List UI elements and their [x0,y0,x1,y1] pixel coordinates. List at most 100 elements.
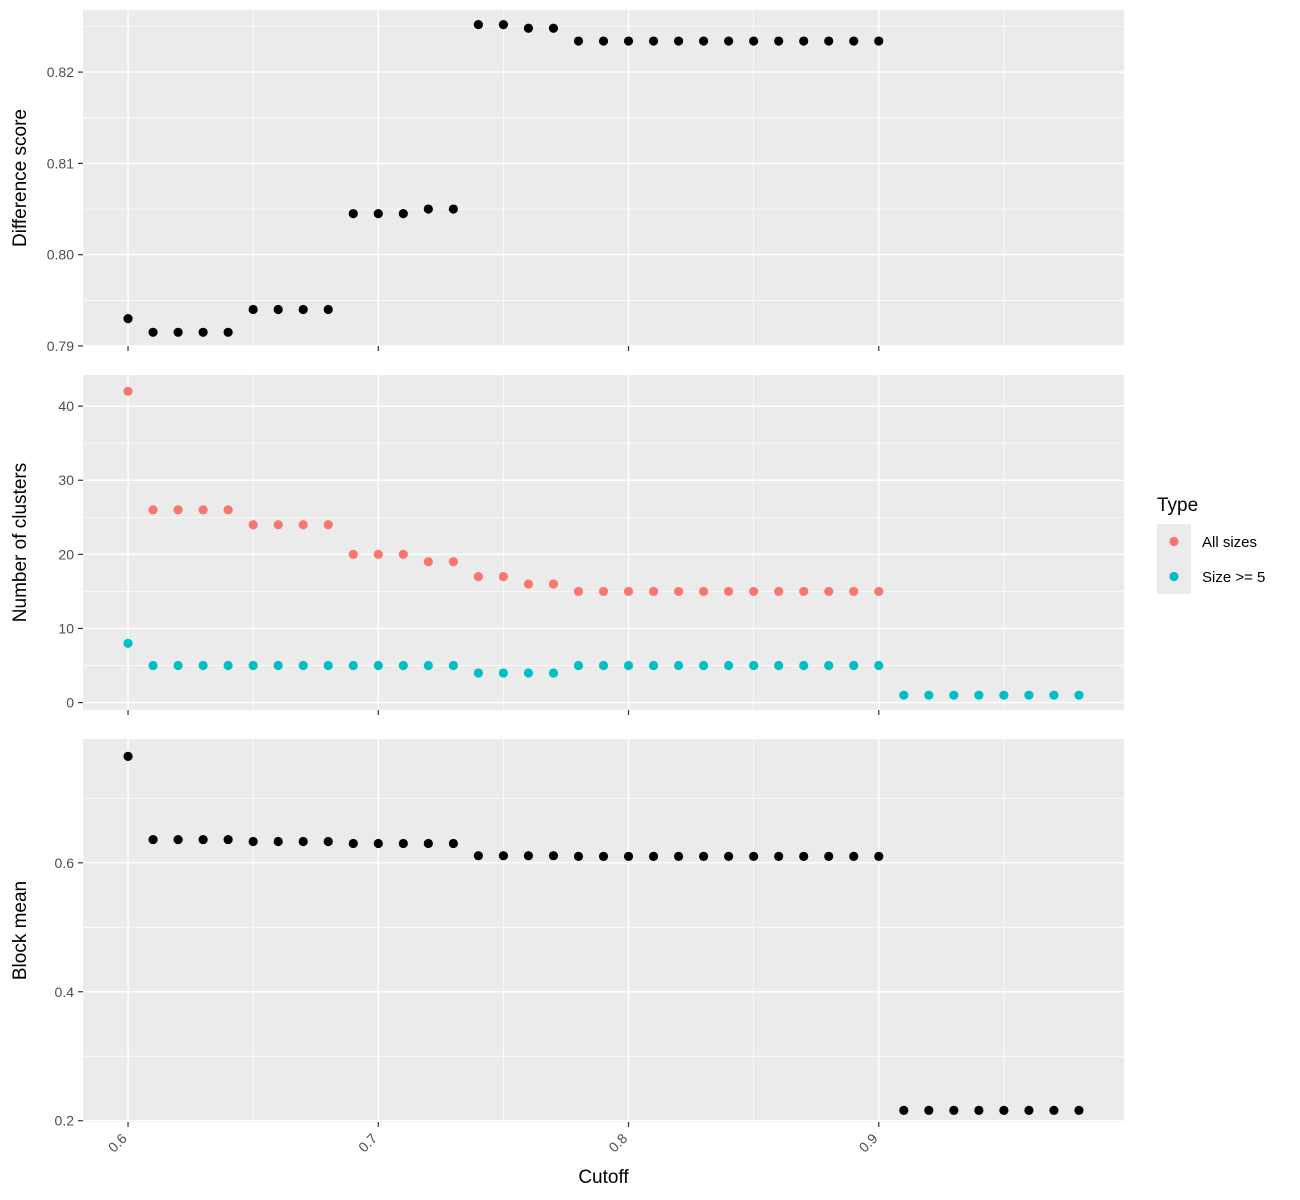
panel-background [83,739,1124,1122]
data-point [749,586,759,597]
data-point [824,851,834,861]
data-point [248,520,258,530]
data-point [999,690,1009,700]
data-point [473,571,483,582]
data-point [548,851,559,861]
x-tick-label: 0.8 [605,1130,630,1155]
data-point [824,586,834,597]
data-point [523,23,534,33]
data-point [298,520,308,530]
data-point [1049,690,1059,700]
data-point [498,20,509,30]
y-tick-label: 0.81 [47,155,74,171]
data-point [548,23,559,33]
legend-swatch [1169,536,1179,547]
series-0 [123,751,1084,1115]
data-point [248,304,258,315]
data-point [623,851,634,861]
data-point [774,36,784,46]
y-axis-title: Difference score [10,109,31,247]
series-0 [123,386,884,597]
series-1 [123,638,1084,700]
data-point [573,36,584,46]
data-point [398,209,408,219]
data-point [598,586,609,597]
y-axis-title: Number of clusters [10,463,31,622]
data-point [198,327,208,337]
data-point [373,660,383,671]
legend-label: All sizes [1202,534,1257,551]
data-point [899,690,909,700]
data-point [1074,690,1084,700]
data-point [724,660,734,671]
data-point [648,586,659,597]
data-point [598,660,609,671]
data-point [724,586,734,597]
y-tick-label: 0.80 [47,247,74,263]
data-point [824,36,834,46]
y-tick-label: 20 [58,546,74,562]
data-point [148,505,158,515]
data-point [273,836,283,847]
y-tick-label: 10 [58,620,74,636]
legend-swatch [1169,571,1179,582]
data-point [123,638,133,648]
data-point [498,851,509,861]
data-point [498,668,509,678]
data-point [673,851,684,861]
data-point [824,660,834,671]
data-point [949,1105,959,1115]
x-tick-label: 0.7 [355,1130,380,1155]
data-point [298,304,308,315]
data-point [874,851,884,861]
data-point [148,660,158,671]
y-tick-label: 0 [66,695,74,711]
difference-score-panel: 0.79 0.80 0.81 0.82 Difference score [10,10,1124,354]
data-point [123,386,133,396]
x-axis-title: Cutoff [578,1167,629,1188]
data-point [874,660,884,671]
data-point [724,36,734,46]
y-tick-label: 0.4 [55,984,75,1000]
data-point [1024,690,1034,700]
data-point [598,851,609,861]
data-point [648,851,659,861]
x-tick-label: 0.9 [856,1130,881,1155]
data-point [949,690,959,700]
data-point [423,557,433,567]
data-point [373,209,383,219]
data-point [123,314,133,324]
data-point [223,505,233,515]
data-point [648,660,659,671]
legend-title: Type [1157,495,1198,516]
data-point [323,660,333,671]
data-point [298,660,308,671]
data-point [849,851,859,861]
data-point [173,327,183,337]
data-point [573,851,584,861]
data-point [173,505,183,515]
data-point [849,660,859,671]
data-point [223,834,233,845]
data-point [273,660,283,671]
data-point [323,520,333,530]
data-point [198,660,208,671]
data-point [1074,1105,1084,1115]
data-point [348,549,358,559]
data-point [548,579,559,589]
y-axis-title: Block mean [10,881,31,980]
data-point [148,834,158,845]
data-point [448,204,458,214]
data-point [323,304,333,315]
data-point [423,660,433,671]
data-point [473,20,483,30]
y-tick-label: 40 [58,398,74,414]
x-tick-label: 0.6 [105,1130,130,1155]
data-point [724,851,734,861]
panel-background [83,10,1124,346]
data-point [774,586,784,597]
legend-label: Size >= 5 [1202,569,1265,586]
panel-background [83,375,1124,710]
data-point [623,660,634,671]
data-point [1024,1105,1034,1115]
